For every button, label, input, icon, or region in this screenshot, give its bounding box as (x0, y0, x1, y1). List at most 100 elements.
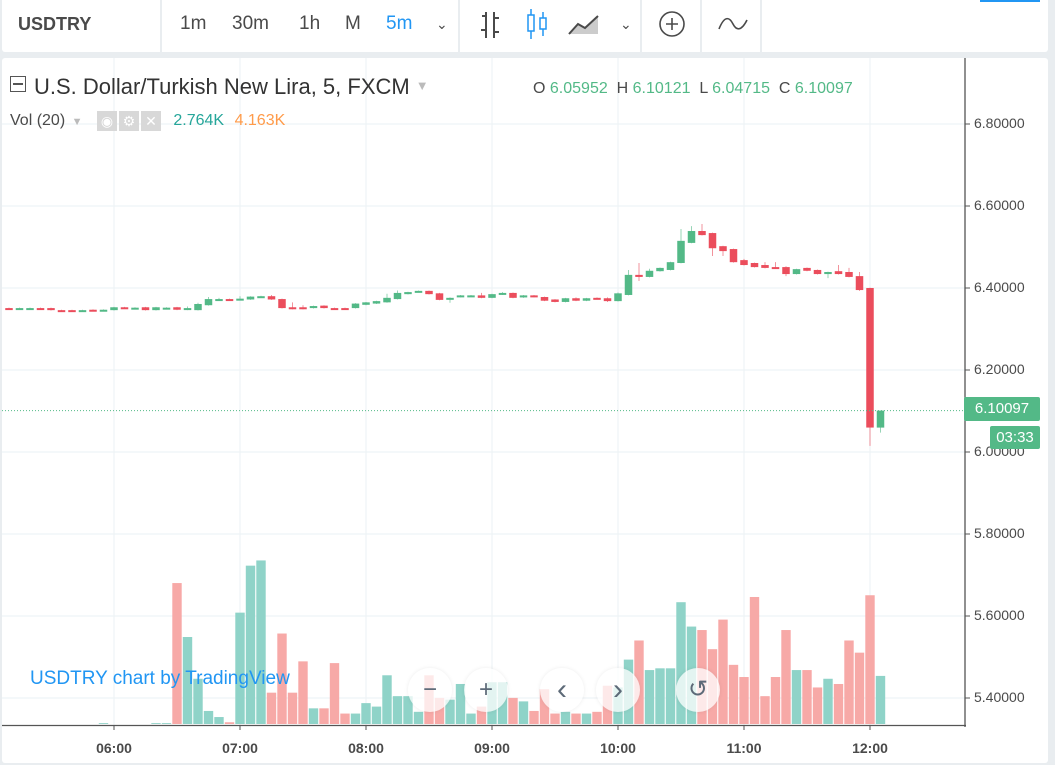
candle-body (509, 292, 517, 298)
candle-body (467, 295, 475, 298)
interval-1h[interactable]: 1h (299, 13, 321, 34)
time-tick-label: 10:00 (600, 740, 636, 756)
volume-bar (875, 675, 886, 724)
volume-bar (812, 687, 823, 724)
candle-body (614, 293, 622, 302)
volume-bar (434, 697, 445, 724)
interval-1m[interactable]: 1m (180, 13, 207, 34)
volume-bar (98, 723, 109, 724)
price-tick-label: 5.80000 (974, 525, 1025, 541)
candlestick-icon[interactable] (524, 8, 550, 40)
candle-body (750, 262, 759, 268)
interval-30m[interactable]: 30m (232, 13, 269, 34)
interval-M[interactable]: M (345, 13, 361, 34)
volume-bar (791, 670, 802, 724)
candle-body (99, 309, 108, 312)
reset-chart-button[interactable]: ↺ (676, 668, 720, 712)
divider (760, 0, 762, 52)
tradingview-watermark-link[interactable]: USDTRY chart by TradingView (30, 668, 290, 689)
zoom-out-button[interactable]: − (408, 668, 452, 712)
price-tick-label: 5.40000 (974, 689, 1025, 705)
interval-5m[interactable]: 5m (386, 13, 413, 34)
open-value: 6.05952 (549, 80, 608, 97)
candle-body (131, 307, 139, 310)
candle-body (876, 410, 885, 428)
volume-bar (466, 713, 476, 724)
candle-body (351, 303, 360, 309)
bar-chart-icon[interactable] (478, 10, 502, 40)
volume-bar (350, 713, 361, 724)
volume-bar (676, 602, 686, 724)
series-legend: U.S. Dollar/Turkish New Lira, 5, FXCM ▼ (10, 74, 429, 100)
candle-body (404, 292, 412, 295)
volume-bar (728, 664, 739, 724)
close-label: C (778, 80, 791, 97)
candle-body (845, 272, 853, 277)
caret-down-icon[interactable]: ▼ (71, 116, 83, 129)
caret-down-icon[interactable]: ▼ (415, 78, 429, 93)
volume-bar (161, 723, 172, 724)
candle-body (110, 307, 118, 311)
volume-bar (802, 670, 812, 724)
scroll-left-button[interactable]: ‹ (540, 668, 584, 712)
time-tick-label: 06:00 (96, 740, 132, 756)
volume-bar (182, 637, 193, 724)
volume-bar (539, 689, 550, 724)
candle-body (582, 298, 591, 301)
candle-body (782, 267, 790, 275)
candle-body (761, 265, 769, 268)
volume-bar (560, 711, 571, 724)
volume-bar (592, 711, 602, 724)
candle-body (26, 308, 34, 311)
candle-body (393, 292, 402, 300)
chevron-down-icon[interactable]: ⌄ (620, 16, 632, 32)
candle-body (855, 276, 864, 291)
volume-bar (340, 713, 350, 724)
candle-body (89, 309, 97, 312)
add-compare-icon[interactable] (658, 10, 686, 38)
candle-body (362, 302, 370, 305)
candle-body (498, 292, 507, 295)
collapse-icon[interactable] (10, 76, 26, 92)
volume-bar (361, 703, 371, 724)
candle-body (698, 231, 706, 236)
candle-body (488, 294, 496, 298)
scroll-right-button[interactable]: › (596, 668, 640, 712)
close-icon[interactable]: ✕ (140, 111, 161, 131)
candle-body (68, 310, 76, 313)
ohlc-values: O 6.05952 H 6.10121 L 6.04715 C 6.10097 (533, 80, 853, 98)
volume-bar (781, 630, 791, 724)
zoom-in-button[interactable]: + (464, 668, 508, 712)
symbol-search[interactable]: USDTRY (18, 14, 92, 34)
volume-bar (256, 560, 266, 724)
time-tick-label: 11:00 (726, 740, 762, 756)
candle-body (78, 310, 87, 313)
candle-body (47, 308, 55, 311)
volume-bar (455, 683, 466, 724)
series-title[interactable]: U.S. Dollar/Turkish New Lira, 5, FXCM (34, 74, 410, 99)
volume-title[interactable]: Vol (20) (10, 112, 66, 130)
volume-bar (193, 678, 203, 724)
area-chart-icon[interactable] (568, 14, 602, 36)
candle-body (813, 269, 822, 275)
volume-bar (245, 565, 256, 724)
price-tick-label: 6.20000 (974, 361, 1025, 377)
candle-body (771, 267, 780, 270)
indicators-icon[interactable] (717, 16, 749, 32)
chevron-down-icon[interactable]: ⌄ (436, 16, 448, 32)
candle-body (204, 299, 213, 306)
candle-body (267, 296, 276, 300)
candle-body (330, 308, 339, 311)
candle-body (656, 267, 664, 272)
volume-bar (634, 640, 644, 724)
divider (160, 0, 162, 52)
candle-body (645, 270, 654, 277)
last-price-label: 6.10097 (964, 397, 1040, 421)
eye-icon[interactable]: ◉ (96, 111, 117, 131)
volume-bar (518, 701, 529, 724)
volume-bar (371, 706, 382, 724)
volume-bar (655, 668, 665, 724)
gear-icon[interactable]: ⚙ (118, 111, 139, 131)
bar-countdown: 03:33 (990, 426, 1040, 449)
candle-body (36, 308, 45, 311)
